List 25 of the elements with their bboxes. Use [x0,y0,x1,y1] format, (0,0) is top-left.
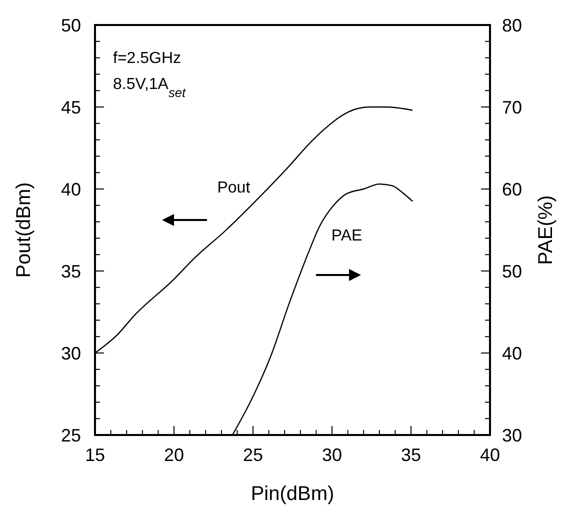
y-tick-label: 40 [60,179,81,200]
series-label: Pout [217,179,251,196]
x-tick-label: 35 [400,445,422,465]
y2-tick-label: 70 [502,97,522,118]
y-tick-label: 35 [60,261,81,282]
x-tick-label: 40 [480,445,500,465]
x-axis-title: Pin(dBm) [250,483,334,505]
x-tick-label: 25 [242,445,264,465]
annotation: f=2.5GHz [113,50,182,67]
y-tick-label: 30 [60,343,81,364]
y2-tick-label: 50 [502,261,522,282]
y2-tick-label: 60 [502,179,522,200]
y-tick-label: 50 [60,15,81,36]
series-label: PAE [331,228,362,245]
y2-axis-title: PAE(%) [535,195,557,265]
y-axis-title: Pout(dBm) [13,182,35,278]
y-tick-label: 45 [60,97,81,118]
x-tick-label: 15 [84,445,106,465]
annotation: 8.5V,1A$_{set}$ [113,76,186,100]
y2-tick-label: 40 [502,343,522,364]
y2-tick-label: 80 [502,15,522,36]
y2-tick-label: 30 [502,425,522,446]
x-tick-label: 20 [164,445,184,465]
y-tick-label: 25 [60,425,81,446]
x-tick-label: 30 [322,445,342,465]
